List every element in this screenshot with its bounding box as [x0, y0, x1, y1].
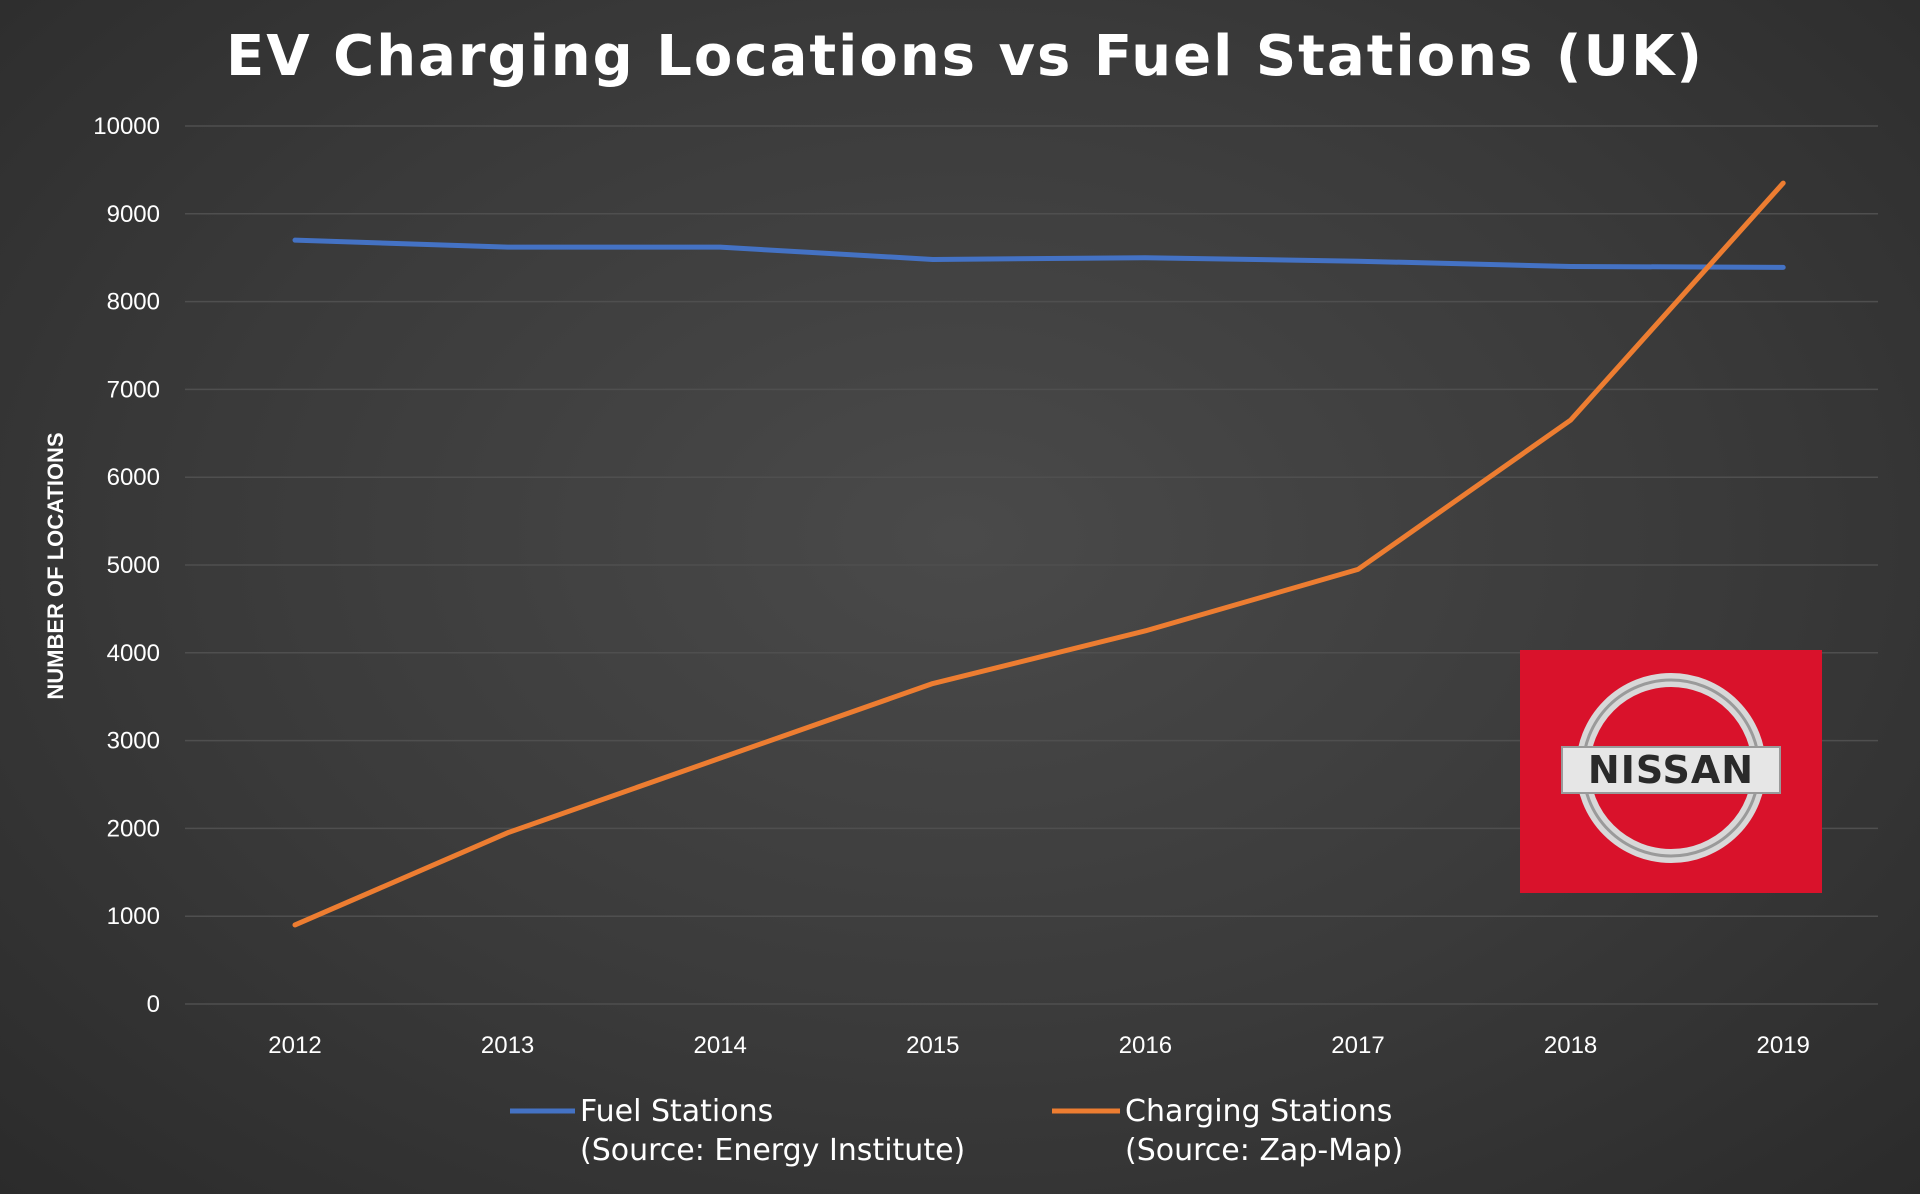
x-tick-label: 2018	[1544, 1032, 1597, 1059]
y-axis-label: NUMBER OF LOCATIONS	[43, 432, 68, 699]
x-axis-ticks: 2012 2013 2014 2015 2016 2017 2018 2019	[268, 1032, 1810, 1059]
y-tick-label: 6000	[107, 464, 160, 491]
legend-charging-source: (Source: Zap-Map)	[1125, 1133, 1403, 1168]
y-tick-label: 1000	[107, 903, 160, 930]
y-tick-label: 9000	[107, 201, 160, 228]
nissan-logo: NISSAN	[1520, 650, 1822, 893]
y-tick-label: 10000	[93, 113, 160, 140]
y-tick-label: 0	[147, 991, 160, 1018]
y-axis-ticks: 0 1000 2000 3000 4000 5000 6000 7000 8000 9000 100…	[93, 113, 160, 1018]
logo-text: NISSAN	[1588, 748, 1754, 792]
y-tick-label: 8000	[107, 289, 160, 316]
gridlines	[185, 125, 1878, 1005]
legend-fuel-source: (Source: Energy Institute)	[580, 1133, 965, 1168]
x-tick-label: 2016	[1119, 1032, 1172, 1059]
series-lines	[292, 180, 1786, 928]
x-tick-label: 2015	[906, 1032, 959, 1059]
logo-bar	[1561, 746, 1781, 794]
x-tick-label: 2017	[1331, 1032, 1384, 1059]
x-tick-label: 2012	[268, 1032, 321, 1059]
y-tick-label: 7000	[107, 376, 160, 403]
legend: Fuel Stations (Source: Energy Institute)…	[510, 1094, 1403, 1168]
legend-charging-label: Charging Stations	[1125, 1094, 1392, 1129]
chart-title: EV Charging Locations vs Fuel Stations (…	[226, 24, 1704, 89]
x-tick-label: 2014	[694, 1032, 747, 1059]
y-tick-label: 4000	[107, 640, 160, 667]
y-tick-label: 3000	[107, 728, 160, 755]
charging-stations-line	[292, 180, 1786, 928]
y-tick-label: 5000	[107, 552, 160, 579]
x-tick-label: 2013	[481, 1032, 534, 1059]
y-tick-label: 2000	[107, 815, 160, 842]
x-tick-label: 2019	[1757, 1032, 1810, 1059]
legend-fuel-label: Fuel Stations	[580, 1094, 773, 1129]
fuel-stations-line	[292, 237, 1786, 270]
